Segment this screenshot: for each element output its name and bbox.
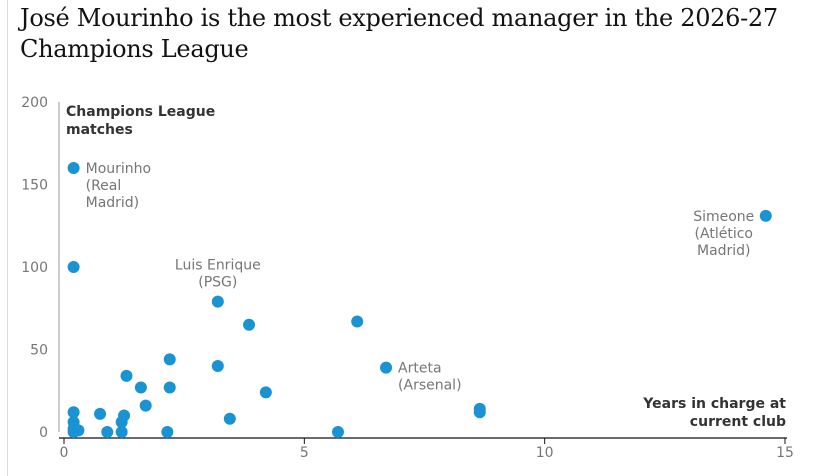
point-label: Madrid) — [697, 243, 751, 259]
x-axis-ticks: 0 5 10 15 — [60, 438, 794, 461]
data-point — [94, 407, 107, 420]
point-label: Simeone — [693, 209, 754, 225]
point-label: (PSG) — [198, 275, 237, 291]
data-points — [67, 162, 772, 438]
point-label: Madrid) — [86, 195, 140, 211]
data-point — [115, 426, 128, 438]
point-label: (Real — [86, 178, 122, 194]
y-tick-label: 50 — [30, 343, 48, 359]
x-tick-label: 0 — [60, 445, 69, 461]
data-point — [351, 315, 364, 328]
x-axis-title: current club — [690, 414, 786, 430]
data-point — [211, 360, 224, 372]
point-labels: Mourinho(RealMadrid)Simeone(AtléticoMadr… — [86, 161, 755, 394]
data-point — [223, 412, 236, 425]
chart-title: José Mourinho is the most experienced ma… — [20, 4, 778, 63]
data-point — [380, 361, 393, 374]
x-tick-label: 5 — [300, 445, 309, 461]
data-point — [259, 386, 272, 399]
data-point — [473, 406, 486, 419]
x-tick-label: 15 — [776, 445, 794, 461]
data-point — [115, 416, 128, 429]
y-tick-label: 200 — [21, 95, 48, 111]
y-axis-title: matches — [66, 122, 133, 138]
data-point — [67, 406, 80, 419]
data-point — [101, 426, 114, 438]
point-label: (Atlético — [695, 226, 753, 242]
point-label: Luis Enrique — [175, 258, 261, 274]
data-point — [120, 369, 133, 382]
point-label: Mourinho — [86, 161, 151, 177]
point-label: (Arsenal) — [398, 378, 462, 394]
data-point — [139, 399, 152, 412]
y-axis-title: Champions League — [66, 104, 215, 120]
axis-titles: Champions League matches Years in charge a… — [66, 104, 786, 430]
y-tick-label: 100 — [21, 260, 48, 276]
x-tick-label: 10 — [536, 445, 554, 461]
data-point — [211, 295, 224, 308]
data-point — [759, 209, 772, 222]
data-point — [331, 426, 344, 438]
data-point — [134, 381, 147, 394]
data-point — [163, 381, 176, 394]
data-point — [67, 261, 80, 273]
left-rule — [7, 0, 8, 476]
data-point — [161, 426, 174, 438]
data-point — [243, 318, 256, 331]
point-label: Arteta — [398, 361, 442, 377]
x-axis-title: Years in charge at — [642, 396, 786, 412]
data-point — [67, 426, 80, 438]
y-tick-label: 150 — [21, 178, 48, 194]
y-axis-ticks: 0 50 100 150 200 — [21, 95, 48, 441]
y-tick-label: 0 — [39, 425, 48, 441]
data-point — [67, 162, 80, 174]
data-point — [163, 353, 176, 366]
